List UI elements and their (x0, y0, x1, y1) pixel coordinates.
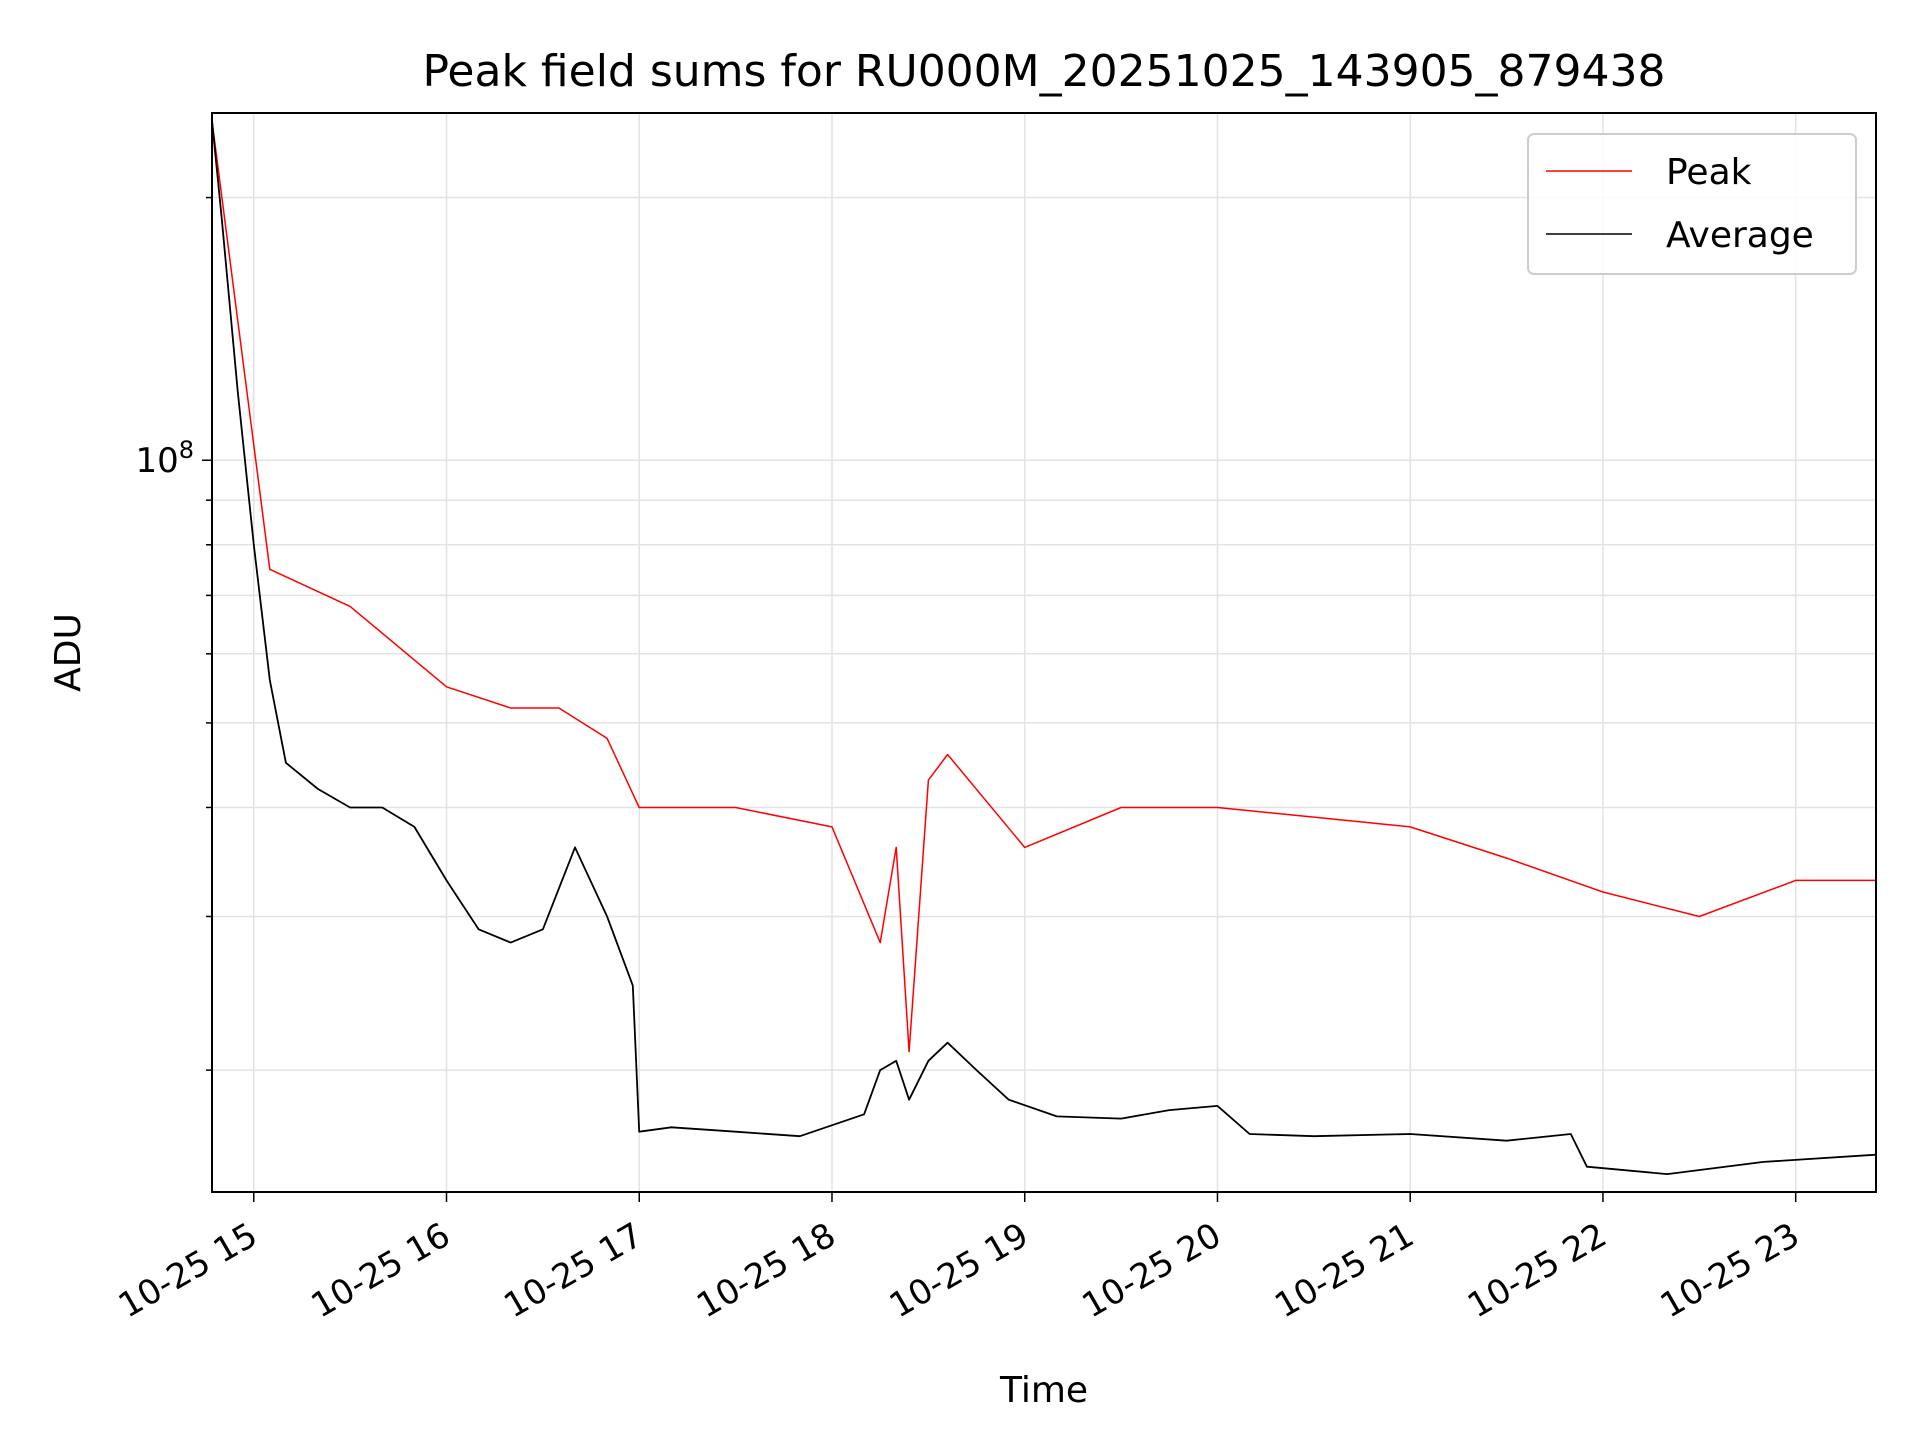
legend-box (1527, 133, 1857, 275)
y-axis-label: ADU (48, 613, 89, 692)
x-axis-label: Time (999, 1370, 1088, 1411)
series-layer (211, 120, 1877, 1175)
plot-frame (211, 112, 1877, 1193)
series-line-peak (211, 120, 1876, 1053)
series-line-average (211, 120, 1877, 1175)
legend: Peak Average (1527, 133, 1857, 275)
grid (212, 113, 1876, 1192)
legend-label-peak: Peak (1666, 152, 1752, 193)
chart-title: Peak field sums for RU000M_20251025_1439… (422, 46, 1665, 97)
legend-label-average: Average (1666, 215, 1814, 256)
y-tick-label: 108 (135, 436, 194, 481)
